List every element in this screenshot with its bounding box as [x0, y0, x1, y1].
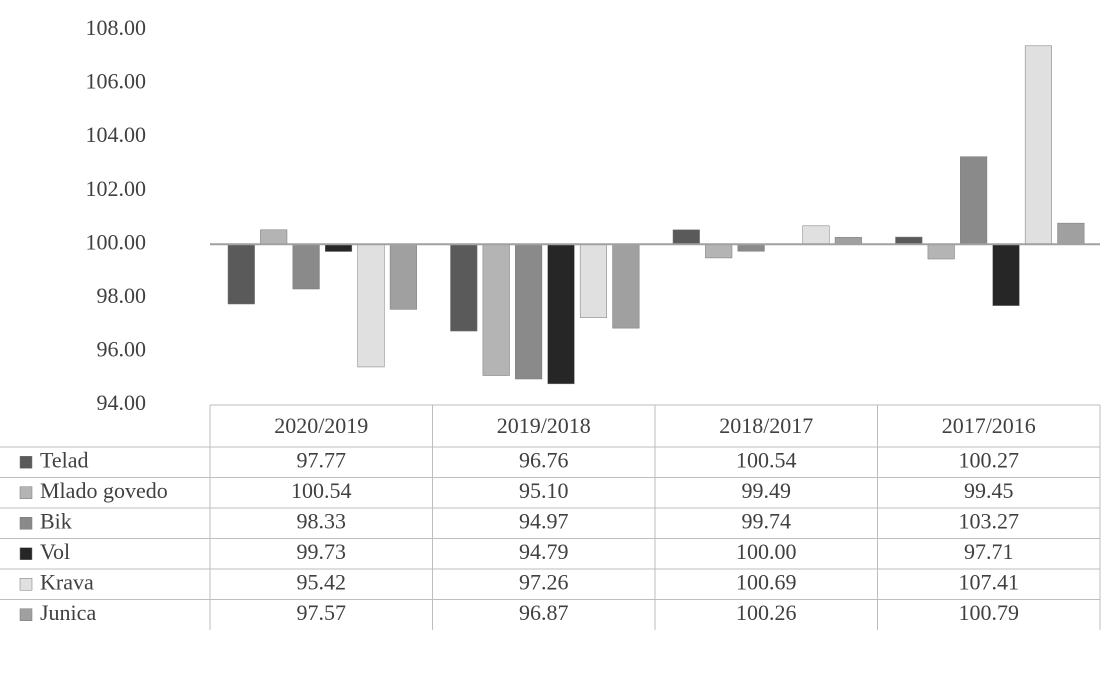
- legend-swatch: [19, 578, 33, 591]
- table-value: 97.71: [964, 539, 1014, 564]
- table-value: 96.87: [519, 600, 569, 625]
- bar: [612, 244, 640, 329]
- y-tick-label: 98.00: [97, 283, 147, 308]
- legend-swatch: [19, 456, 33, 469]
- table-value: 99.73: [297, 539, 347, 564]
- table-value: 100.00: [736, 539, 797, 564]
- bar: [895, 236, 923, 245]
- bar: [515, 244, 543, 380]
- y-tick-label: 96.00: [97, 336, 147, 361]
- legend-swatch: [19, 608, 33, 621]
- table-value: 95.10: [519, 478, 569, 503]
- table-value: 94.79: [519, 539, 569, 564]
- table-value: 97.26: [519, 569, 569, 594]
- table-value: 96.76: [519, 447, 569, 472]
- legend-label: Vol: [40, 539, 70, 564]
- bar: [389, 244, 417, 310]
- legend-label: Junica: [40, 600, 96, 625]
- legend-label: Bik: [40, 508, 72, 533]
- x-tick-label: 2017/2016: [942, 413, 1036, 438]
- table-value: 100.54: [736, 447, 797, 472]
- table-value: 98.33: [297, 508, 347, 533]
- bar: [992, 244, 1020, 306]
- legend-label: Krava: [40, 569, 94, 594]
- y-tick-label: 94.00: [97, 390, 147, 415]
- bar: [927, 244, 955, 260]
- table-value: 100.79: [959, 600, 1020, 625]
- bar: [834, 237, 862, 245]
- bar: [357, 244, 385, 368]
- y-tick-label: 100.00: [86, 229, 147, 254]
- legend-label: Telad: [40, 447, 89, 472]
- bar: [1057, 222, 1085, 245]
- y-tick-label: 106.00: [86, 69, 147, 94]
- legend-label: Mlado govedo: [40, 478, 168, 503]
- bar: [802, 225, 830, 245]
- bar: [547, 244, 575, 385]
- bar: [227, 244, 255, 305]
- legend-swatch: [19, 486, 33, 499]
- bar: [260, 229, 288, 245]
- table-value: 107.41: [959, 569, 1020, 594]
- bar: [325, 244, 353, 252]
- table-value: 97.77: [297, 447, 347, 472]
- bar: [1024, 45, 1052, 245]
- legend-swatch: [19, 517, 33, 530]
- bar: [705, 244, 733, 259]
- bar: [292, 244, 320, 290]
- bar: [579, 244, 607, 318]
- table-value: 100.27: [959, 447, 1020, 472]
- bar: [672, 229, 700, 245]
- table-value: 99.74: [742, 508, 792, 533]
- table-value: 100.26: [736, 600, 797, 625]
- y-tick-label: 102.00: [86, 176, 147, 201]
- x-tick-label: 2020/2019: [274, 413, 368, 438]
- bar: [737, 244, 765, 252]
- y-tick-label: 104.00: [86, 122, 147, 147]
- bar: [482, 244, 510, 376]
- y-tick-label: 108.00: [86, 15, 147, 40]
- table-value: 97.57: [297, 600, 347, 625]
- table-value: 99.45: [964, 478, 1014, 503]
- table-value: 100.54: [291, 478, 352, 503]
- x-tick-label: 2018/2017: [719, 413, 813, 438]
- table-value: 95.42: [297, 569, 347, 594]
- table-value: 100.69: [736, 569, 797, 594]
- table-value: 103.27: [959, 508, 1020, 533]
- bar: [450, 244, 478, 332]
- x-tick-label: 2019/2018: [497, 413, 591, 438]
- table-value: 94.97: [519, 508, 569, 533]
- table-value: 99.49: [742, 478, 792, 503]
- legend-swatch: [19, 547, 33, 560]
- bar: [960, 156, 988, 245]
